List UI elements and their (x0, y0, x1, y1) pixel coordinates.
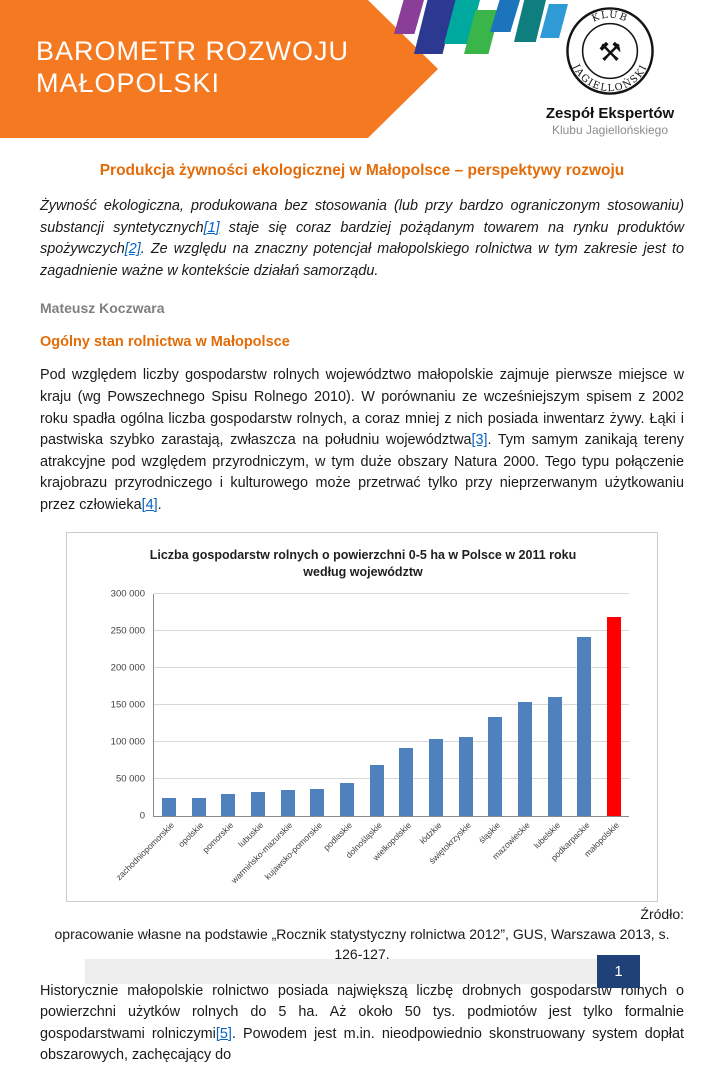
bar-slot (570, 594, 600, 816)
chart-title: Liczba gospodarstw rolnych o powierzchni… (149, 547, 577, 580)
bar-slot (302, 594, 332, 816)
footnote-link[interactable]: [1] (203, 219, 220, 236)
bar-kujawsko-pomorskie (310, 789, 325, 816)
y-tick-label: 0 (139, 810, 145, 822)
x-tick-label: łódzkie (417, 819, 444, 846)
gridline (154, 629, 629, 631)
footnote-link[interactable]: [5] (215, 1025, 232, 1042)
document-title: Produkcja żywności ekologicznej w Małopo… (99, 162, 625, 179)
bar-chart: Liczba gospodarstw rolnych o powierzchni… (66, 531, 658, 902)
gridline (154, 703, 629, 705)
bar-slot (213, 594, 243, 816)
page-header: BAROMETR ROZWOJU MAŁOPOLSKI KLUB JAGIELL… (0, 0, 724, 142)
bar-opolskie (191, 797, 206, 816)
logo-org-line2: Klubu Jagiellońskiego (551, 123, 669, 137)
y-tick-label: 100 000 (110, 736, 145, 748)
bar-slot (451, 594, 481, 816)
lead-paragraph: Żywność ekologiczna, produkowana bez sto… (40, 196, 684, 282)
bar-slot (362, 594, 392, 816)
text-run: staje się coraz bardziej pożądanym towar… (40, 219, 684, 258)
gridline (154, 666, 629, 668)
source-label: Źródło: (640, 905, 684, 922)
y-axis: 0 50 000 100 000 150 000 200 000 250 000 300 0… (97, 588, 153, 821)
x-tick-label: zachodniopomorskie (113, 819, 176, 882)
bar-slot (392, 594, 422, 816)
banner-title: BAROMETR ROZWOJU MAŁOPOLSKI (36, 36, 349, 100)
chart-plot-wrap: 0 50 000 100 000 150 000 200 000 250 000 300 0… (97, 588, 629, 821)
bar-slot (599, 594, 629, 816)
bar-slot (421, 594, 451, 816)
text-run: . Ze względu na znaczny potencjał małopo… (40, 241, 684, 279)
footer-bar (85, 959, 620, 984)
text-run: . (157, 497, 162, 514)
bar-slot (184, 594, 214, 816)
y-tick-label: 300 000 (110, 588, 145, 600)
crossed-hammers-icon: ⚒ (598, 37, 622, 68)
bar-slot (540, 594, 570, 816)
x-slot: mazowieckie (491, 817, 540, 895)
page-number: 1 (597, 955, 640, 988)
bar-pomorskie (221, 794, 236, 816)
footnote-link[interactable]: [3] (471, 432, 488, 449)
plot-area (153, 592, 629, 817)
bar-slot (332, 594, 362, 816)
x-slot: podkarpackie (549, 817, 600, 895)
y-tick-label: 50 000 (115, 773, 145, 785)
x-slot: wielkopolskie (371, 817, 422, 895)
decorative-ribbons (388, 0, 583, 64)
banner-title-line2: MAŁOPOLSKI (36, 67, 221, 98)
brand-banner: BAROMETR ROZWOJU MAŁOPOLSKI (0, 0, 438, 138)
bar-podkarpackie (577, 637, 592, 816)
page-footer: 1 (85, 955, 640, 988)
bar-slot (510, 594, 540, 816)
body-paragraph-1: Pod względem liczby gospodarstw rolnych … (40, 365, 684, 516)
klub-jagiellonski-logo: KLUB JAGIELLOŃSKI ⚒ Zespół Ekspertów Klu… (544, 6, 676, 137)
bar-slot (243, 594, 273, 816)
logo-org-line1: Zespół Ekspertów (545, 105, 675, 122)
section-heading: Ogólny stan rolnictwa w Małopolsce (40, 334, 290, 351)
y-tick-label: 150 000 (110, 699, 145, 711)
klub-jagiellonski-seal-icon: KLUB JAGIELLOŃSKI ⚒ (566, 7, 654, 95)
bar-slot (481, 594, 511, 816)
banner-title-line1: BAROMETR ROZWOJU (36, 36, 349, 66)
x-slot: kujawsko-pomorskie (263, 817, 332, 895)
bar-wielkopolskie (399, 748, 414, 816)
bar-slot (154, 594, 184, 816)
x-slot: pomorskie (200, 817, 243, 895)
bar-łódzkie (429, 739, 444, 816)
x-slot: świętokrzyskie (427, 817, 481, 895)
x-axis-labels: zachodniopomorskie opolskie pomorskie lubus… (114, 817, 629, 895)
bar-śląskie (488, 716, 503, 816)
author-name: Mateusz Koczwara (40, 300, 165, 317)
bar-dolnośląskie (369, 765, 384, 816)
ribbon-shape (394, 0, 424, 34)
x-slot: opolskie (176, 817, 214, 895)
x-slot: zachodniopomorskie (114, 817, 184, 895)
gridline (154, 777, 629, 779)
document-body: Produkcja żywności ekologicznej w Małopo… (0, 162, 724, 1067)
bar-mazowieckie (518, 702, 533, 816)
text-run: Żywność ekologiczna, produkowana bez sto… (40, 198, 684, 236)
x-tick-label: śląskie (477, 819, 503, 846)
bar-zachodniopomorskie (161, 797, 176, 816)
text-run: . Tym samym zanikają tereny atrakcyjne p… (40, 432, 684, 514)
gridline (154, 592, 629, 594)
bar-slot (273, 594, 303, 816)
source-text: opracowanie własne na podstawie „Rocznik… (54, 926, 670, 963)
bar-małopolskie (607, 617, 622, 816)
footnote-link[interactable]: [4] (141, 497, 158, 514)
bar-warmińsko-mazurskie (280, 789, 295, 816)
bar-lubelskie (547, 697, 562, 816)
chart-source: Źródło: opracowanie własne na podstawie … (40, 904, 685, 965)
bar-lubuskie (250, 792, 265, 816)
gridline (154, 740, 629, 742)
y-tick-label: 250 000 (110, 625, 145, 637)
bar-świętokrzyskie (458, 736, 473, 816)
bar-podlaskie (339, 783, 354, 816)
text-run: Pod względem liczby gospodarstw rolnych … (40, 367, 684, 449)
y-tick-label: 200 000 (110, 662, 145, 674)
x-slot: małopolskie (582, 817, 629, 895)
footnote-link[interactable]: [2] (124, 241, 141, 258)
